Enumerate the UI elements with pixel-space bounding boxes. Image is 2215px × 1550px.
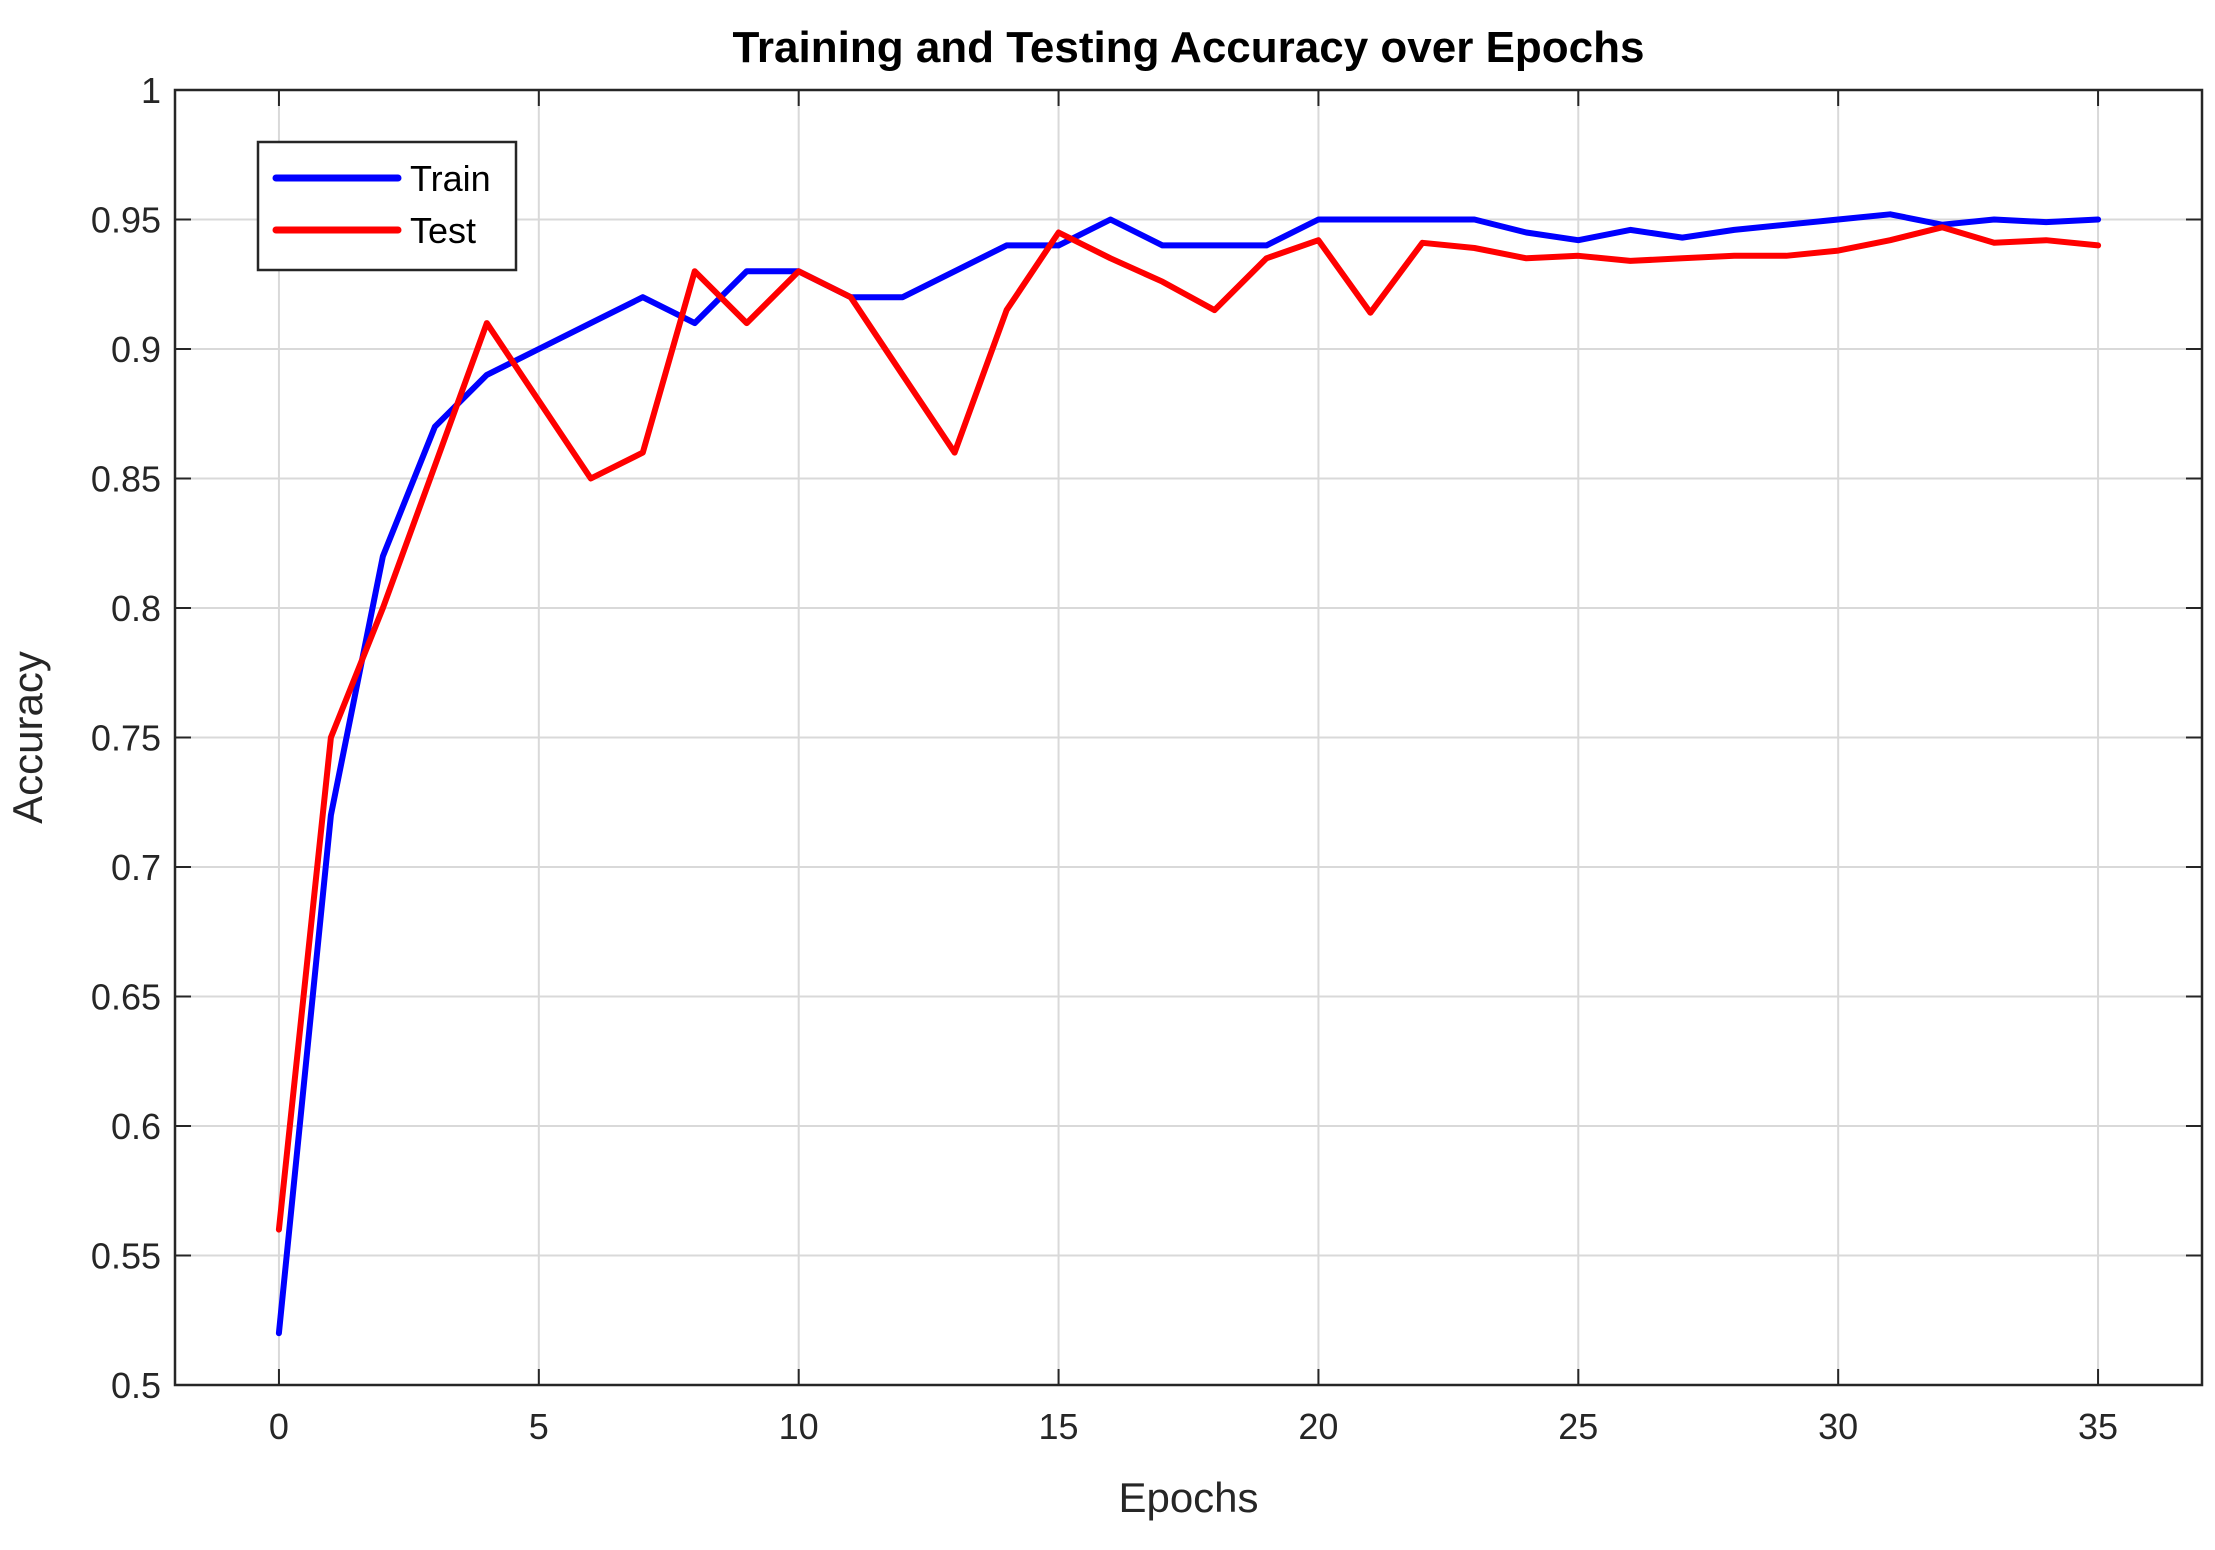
y-tick-label: 1 bbox=[141, 70, 161, 111]
x-tick-label: 35 bbox=[2078, 1406, 2118, 1447]
legend-label-test: Test bbox=[410, 210, 476, 251]
y-tick-label: 0.75 bbox=[91, 718, 161, 759]
x-tick-label: 10 bbox=[779, 1406, 819, 1447]
series-layer bbox=[275, 211, 2102, 1337]
x-tick-label: 25 bbox=[1558, 1406, 1598, 1447]
y-tick-label: 0.7 bbox=[111, 847, 161, 888]
y-tick-label: 0.9 bbox=[111, 329, 161, 370]
series-line-train bbox=[275, 211, 2102, 1337]
x-tick-label: 20 bbox=[1298, 1406, 1338, 1447]
legend: Train Test bbox=[256, 140, 518, 272]
series-line-test bbox=[275, 224, 2102, 1233]
legend-box bbox=[256, 140, 518, 272]
y-tick-label: 0.5 bbox=[111, 1365, 161, 1406]
y-tick-label: 0.55 bbox=[91, 1236, 161, 1277]
tick-layer: 0 5 10 15 20 25 30 35 0.5 0.55 0.6 0.65 0.7 0.75 0.8 0.… bbox=[91, 70, 2202, 1447]
chart-title: Training and Testing Accuracy over Epoch… bbox=[732, 23, 1644, 72]
x-tick-label: 0 bbox=[269, 1406, 289, 1447]
y-tick-label: 0.6 bbox=[111, 1106, 161, 1147]
x-tick-label: 5 bbox=[529, 1406, 549, 1447]
y-tick-label: 0.95 bbox=[91, 200, 161, 241]
legend-label-train: Train bbox=[410, 158, 491, 199]
y-axis-label: Accuracy bbox=[4, 651, 51, 824]
y-tick-label: 0.65 bbox=[91, 977, 161, 1018]
y-tick-label: 0.8 bbox=[111, 588, 161, 629]
x-tick-label: 30 bbox=[1818, 1406, 1858, 1447]
y-tick-label: 0.85 bbox=[91, 459, 161, 500]
x-tick-label: 15 bbox=[1039, 1406, 1079, 1447]
x-axis-label: Epochs bbox=[1118, 1474, 1258, 1521]
